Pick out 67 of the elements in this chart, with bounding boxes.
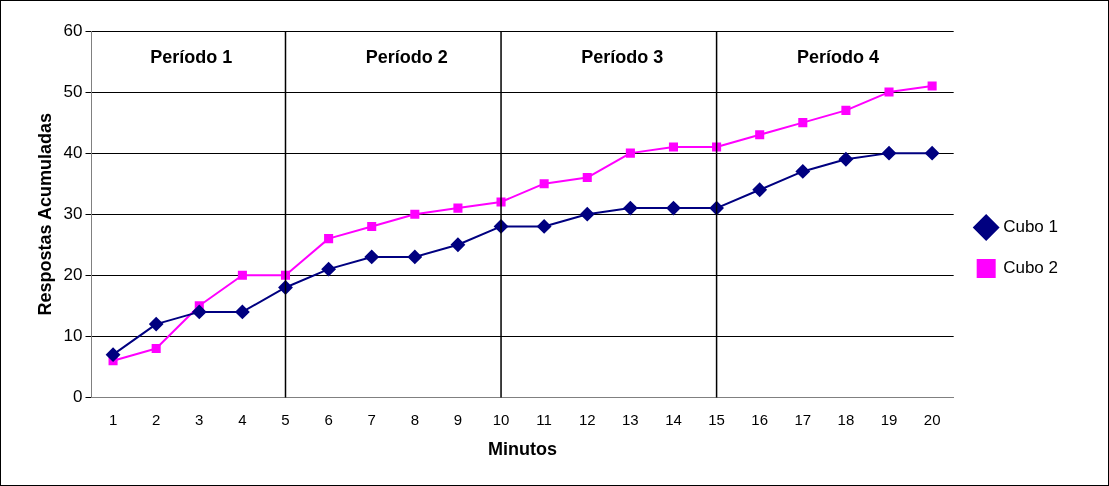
point — [151, 344, 161, 354]
x-tick-label: 17 — [794, 411, 812, 429]
point — [623, 201, 638, 216]
y-tick-label: 20 — [63, 264, 83, 284]
point — [149, 317, 164, 332]
point — [752, 182, 767, 197]
x-tick-label: 10 — [492, 411, 510, 429]
legend-label: Cubo 2 — [1003, 258, 1059, 278]
point — [237, 270, 247, 280]
point — [192, 304, 207, 319]
y-tick-label: 50 — [63, 81, 83, 101]
point — [841, 105, 851, 115]
x-tick-label: 8 — [410, 411, 419, 429]
y-tick-label: 40 — [63, 142, 83, 162]
x-tick-label: 18 — [837, 411, 855, 429]
point — [537, 219, 552, 234]
y-tick-label: 30 — [63, 203, 83, 223]
x-tick-label: 14 — [665, 411, 682, 429]
point — [580, 207, 595, 222]
x-tick-label: 12 — [578, 411, 596, 429]
x-tick-label: 15 — [708, 411, 725, 429]
point — [324, 234, 334, 244]
point — [884, 87, 894, 97]
annotation: Período 4 — [796, 46, 879, 67]
x-tick-label: 11 — [536, 411, 552, 429]
y-tick-label: 10 — [63, 326, 83, 346]
point — [666, 201, 681, 216]
x-tick-label: 20 — [923, 411, 941, 429]
point — [321, 262, 336, 277]
x-tick-label: 13 — [622, 411, 639, 429]
point — [625, 148, 635, 158]
point — [235, 304, 250, 319]
x-tick-label: 4 — [238, 411, 247, 429]
point — [453, 203, 463, 213]
x-tick-label: 5 — [281, 411, 290, 429]
x-tick-label: 2 — [152, 411, 161, 429]
point — [582, 173, 592, 183]
annotation: Período 1 — [150, 46, 233, 67]
point — [539, 179, 549, 189]
point — [364, 249, 379, 264]
y-tick-label: 0 — [73, 387, 83, 407]
point — [367, 221, 377, 231]
point — [838, 152, 853, 167]
x-tick-label: 3 — [195, 411, 204, 429]
point — [882, 146, 897, 161]
point — [407, 249, 422, 264]
point — [106, 347, 121, 362]
y-axis-title: Respostas Acumuladas — [34, 113, 55, 316]
x-tick-label: 1 — [108, 411, 118, 429]
annotation: Período 2 — [365, 46, 448, 67]
legend-label: Cubo 1 — [1003, 217, 1059, 237]
point — [927, 81, 937, 91]
point — [925, 146, 940, 161]
point — [795, 164, 810, 179]
point — [450, 237, 465, 252]
x-tick-label: 19 — [880, 411, 898, 429]
point — [798, 118, 808, 128]
annotation: Período 3 — [581, 46, 664, 67]
x-tick-label: 6 — [324, 411, 333, 429]
x-tick-label: 7 — [367, 411, 376, 429]
y-tick-label: 60 — [63, 20, 83, 40]
point — [668, 142, 679, 152]
point — [410, 209, 420, 219]
x-tick-label: 9 — [453, 411, 463, 429]
point — [755, 130, 765, 140]
x-tick-label: 16 — [751, 411, 769, 429]
x-axis-title: Minutos — [488, 439, 558, 460]
